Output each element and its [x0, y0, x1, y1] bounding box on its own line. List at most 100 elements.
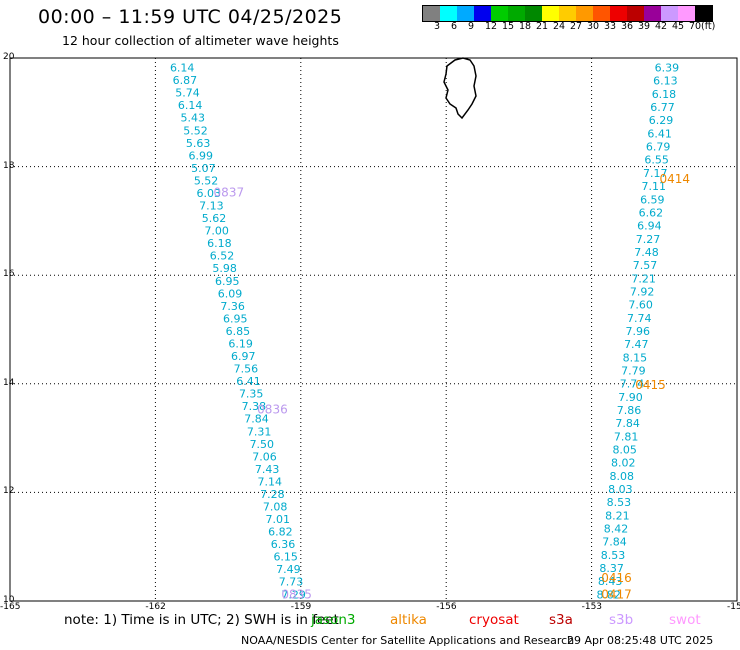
legend-swatch [644, 6, 661, 21]
legend-swatch [695, 6, 712, 21]
y-tick-label: 10 [3, 595, 15, 605]
legend-unit: (ft) [701, 21, 716, 32]
satellite-swot: swot [669, 612, 701, 628]
satellite-altika: altika [390, 612, 427, 628]
legend-swatch [576, 6, 593, 21]
wave-height-label: 7.43 [255, 463, 280, 476]
pass-time-label: 0837 [214, 185, 245, 199]
legend-swatch [440, 6, 457, 21]
wave-height-label: 5.74 [175, 87, 200, 100]
color-legend [422, 5, 713, 22]
wave-height-label: 7.06 [252, 450, 277, 463]
legend-swatch [491, 6, 508, 21]
satellite-s3b: s3b [609, 612, 634, 628]
legend-label: 24 [553, 21, 566, 32]
wave-height-label: 7.79 [621, 364, 646, 377]
time-labels: 0837 0836 0835 0414 0415 0416 0417 [214, 172, 690, 601]
legend-label: 33 [604, 21, 617, 32]
wave-height-label: 6.82 [268, 526, 293, 539]
wave-height-label: 8.05 [612, 443, 637, 456]
legend-label: 12 [485, 21, 498, 32]
wave-height-label: 8.82 [596, 588, 621, 601]
wave-height-label: 6.09 [218, 287, 243, 300]
legend-label: 21 [536, 21, 549, 32]
wave-height-labels: 6.146.875.746.145.435.525.636.995.075.52… [170, 62, 679, 602]
wave-height-label: 7.50 [250, 438, 275, 451]
y-tick-label: 14 [3, 377, 15, 388]
wave-height-label: 7.11 [642, 180, 667, 193]
wave-height-label: 6.13 [653, 75, 678, 88]
wave-height-label: 8.03 [608, 483, 633, 496]
wave-height-label: 7.14 [258, 475, 283, 488]
x-tick-label: -165 [0, 602, 21, 612]
wave-height-label: 6.95 [223, 312, 248, 325]
x-tick-label: -15 [727, 602, 740, 612]
wave-height-label: 5.62 [202, 212, 227, 225]
wave-height-label: 7.84 [615, 417, 640, 430]
wave-height-label: 7.08 [263, 501, 288, 514]
wave-height-label: 6.94 [637, 220, 662, 233]
wave-height-label: 6.87 [173, 74, 198, 87]
legend-label: 27 [570, 21, 583, 32]
wave-height-label: 7.48 [634, 246, 659, 259]
wave-height-label: 7.31 [247, 425, 271, 438]
x-tick-label: -159 [290, 602, 312, 612]
wave-height-label: 7.27 [636, 233, 661, 246]
wave-height-label: 8.37 [599, 562, 624, 575]
y-tick-label: 20 [3, 52, 15, 62]
legend-swatch [508, 6, 525, 21]
wave-height-label: 6.29 [649, 114, 674, 127]
wave-height-label: 6.55 [644, 154, 669, 167]
legend-swatch [678, 6, 695, 21]
wave-height-label: 8.08 [610, 470, 635, 483]
wave-height-label: 6.95 [215, 275, 240, 288]
wave-height-label: 7.90 [618, 391, 643, 404]
wave-height-label: 7.74 [627, 312, 652, 325]
wave-height-label: 6.59 [640, 193, 665, 206]
wave-height-label: 6.19 [228, 337, 253, 350]
wave-height-label: 7.96 [626, 325, 651, 338]
legend-label: 30 [587, 21, 600, 32]
wave-height-label: 5.52 [194, 174, 219, 187]
wave-height-label: 7.36 [220, 300, 245, 313]
wave-height-label: 6.41 [236, 375, 260, 388]
wave-height-label: 6.15 [273, 551, 298, 564]
legend-label: 9 [468, 21, 475, 32]
wave-height-label: 6.03 [196, 187, 221, 200]
wave-height-label: 6.77 [650, 101, 675, 114]
wave-height-label: 7.01 [265, 513, 290, 526]
legend-swatch [542, 6, 559, 21]
pass-time-label: 0417 [601, 587, 632, 601]
wave-height-label: 8.53 [601, 549, 626, 562]
pass-time-label: 0836 [257, 403, 288, 417]
satellite-cryosat: cryosat [469, 612, 519, 628]
wave-height-label: 5.43 [181, 112, 206, 125]
wave-height-label: 7.47 [624, 338, 649, 351]
legend-swatch [661, 6, 678, 21]
page-title: 00:00 – 11:59 UTC 04/25/2025 [38, 6, 343, 28]
wave-height-label: 7.57 [633, 259, 658, 272]
wave-height-label: 6.14 [178, 99, 203, 112]
wave-height-label: 6.36 [271, 538, 296, 551]
satellite-jason3: jason3 [311, 612, 356, 628]
wave-height-label: 7.81 [614, 430, 639, 443]
wave-height-label: 7.21 [631, 272, 656, 285]
wave-height-label: 7.92 [630, 285, 655, 298]
pass-time-label: 0414 [659, 172, 690, 186]
legend-label: 18 [519, 21, 532, 32]
footer-timestamp: 29 Apr 08:25:48 UTC 2025 [567, 634, 714, 647]
legend-swatch [474, 6, 491, 21]
wave-height-label: 7.56 [234, 363, 258, 376]
y-tick-label: 18 [3, 160, 15, 171]
wave-height-label: 7.28 [260, 488, 285, 501]
wave-height-label: 7.74 [620, 378, 645, 391]
x-tick-label: -153 [581, 602, 603, 612]
wave-height-label: 8.21 [605, 509, 630, 522]
island-hawaii [443, 57, 477, 120]
page-subtitle: 12 hour collection of altimeter wave hei… [62, 33, 339, 48]
note-text: note: 1) Time is in UTC; 2) SWH is in fe… [64, 612, 339, 628]
wave-height-label: 7.17 [643, 167, 668, 180]
pass-time-label: 0835 [281, 587, 312, 601]
wave-height-label: 6.52 [210, 250, 235, 263]
